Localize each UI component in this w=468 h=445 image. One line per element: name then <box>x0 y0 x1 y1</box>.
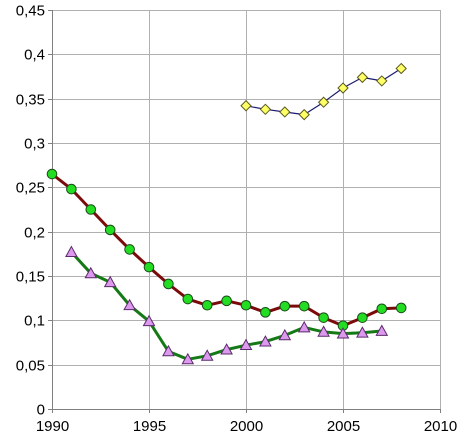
data-point <box>84 266 98 279</box>
data-point <box>356 71 369 84</box>
series-1 <box>46 168 407 331</box>
y-tick-label: 0,15 <box>16 269 45 286</box>
x-tick-labels: 1990 1995 2000 2005 2010 <box>36 418 457 435</box>
x-tick-label: 1995 <box>133 418 166 435</box>
series-layer <box>46 62 407 365</box>
data-point <box>298 108 310 121</box>
data-point <box>85 204 97 215</box>
data-point <box>66 183 77 195</box>
data-point <box>142 314 156 327</box>
data-point <box>297 320 311 333</box>
data-point <box>65 245 78 257</box>
y-tick-label: 0 <box>37 402 45 419</box>
data-point <box>278 328 292 341</box>
y-tick-label: 0,45 <box>16 3 45 20</box>
data-point <box>317 325 330 337</box>
data-point <box>181 352 195 365</box>
data-point <box>279 106 291 118</box>
data-point <box>259 103 272 116</box>
data-point <box>395 62 407 75</box>
y-tick-labels: 0 0,05 0,1 0,15 0,2 0,25 0,3 0,35 0,4 0,45 <box>16 3 45 419</box>
grid-lines <box>52 10 441 409</box>
y-tick-label: 0,25 <box>16 180 45 197</box>
data-point <box>104 224 116 236</box>
y-tick-label: 0,2 <box>24 225 45 242</box>
y-tick-label: 0,35 <box>16 92 45 109</box>
data-point <box>221 295 232 307</box>
data-point <box>162 344 175 357</box>
data-point <box>239 338 253 351</box>
data-point <box>143 261 155 273</box>
data-point <box>376 75 388 87</box>
x-tick-label: 2000 <box>230 418 263 435</box>
data-point <box>357 312 368 323</box>
data-point <box>337 82 349 94</box>
y-tick-label: 0,05 <box>16 358 45 375</box>
data-point <box>240 100 252 112</box>
axes <box>48 10 441 413</box>
data-point <box>124 244 135 255</box>
data-point <box>123 298 136 311</box>
data-point <box>259 335 272 347</box>
data-point <box>220 343 233 355</box>
x-tick-label: 2010 <box>424 418 457 435</box>
data-point <box>298 300 310 312</box>
data-point <box>201 299 213 311</box>
data-point <box>375 324 389 336</box>
x-tick-label: 2005 <box>327 418 360 435</box>
data-point <box>376 303 388 315</box>
series-2 <box>65 245 389 365</box>
data-point <box>279 300 291 312</box>
data-point <box>163 278 174 290</box>
data-point <box>318 312 329 323</box>
data-point <box>46 168 58 180</box>
data-point <box>356 326 369 338</box>
y-tick-label: 0,3 <box>24 136 45 153</box>
data-point <box>200 349 214 361</box>
data-point <box>240 299 252 311</box>
y-tick-label: 0,1 <box>24 313 45 330</box>
data-point <box>182 293 194 305</box>
x-tick-label: 1990 <box>36 418 69 435</box>
data-point <box>336 327 350 339</box>
data-point <box>395 302 407 314</box>
data-point <box>260 307 271 318</box>
series-3 <box>240 62 407 121</box>
data-point <box>103 275 117 288</box>
data-point <box>317 96 330 108</box>
y-tick-label: 0,4 <box>24 47 45 64</box>
